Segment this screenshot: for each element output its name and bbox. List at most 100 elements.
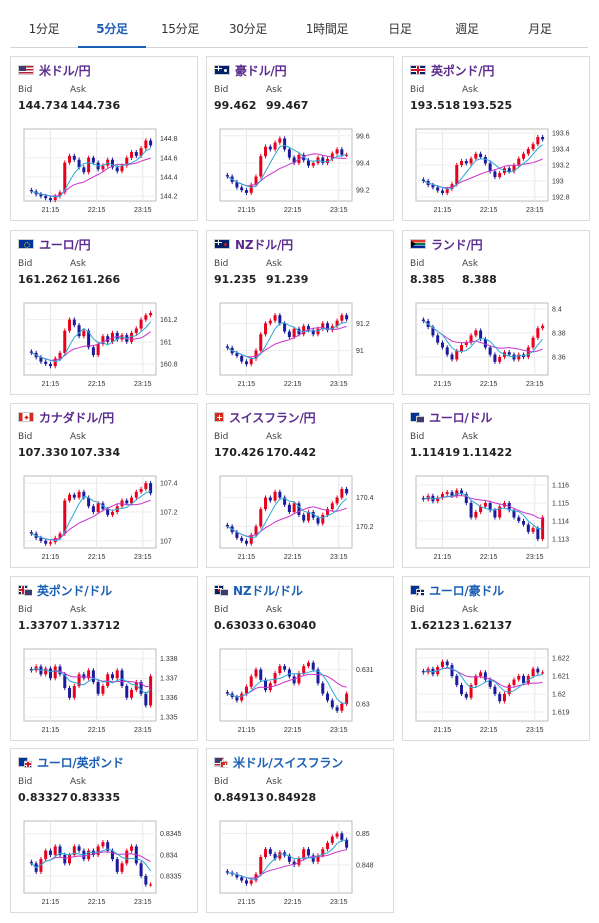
tab-5[interactable]: 日足 [388, 22, 412, 36]
flag-us-icon [416, 415, 424, 423]
candle-body [58, 352, 62, 359]
pair-name-link[interactable]: スイスフラン/円 [229, 410, 316, 425]
rate-card[interactable]: ユーロ/英ポンド Bid Ask 0.83327 0.83335 21:15 22:15 23… [10, 748, 198, 913]
pair-name-link[interactable]: 英ポンド/円 [431, 63, 495, 78]
candle-body [302, 514, 306, 521]
candle-body [130, 497, 134, 504]
pair-name-link[interactable]: 豪ドル/円 [235, 63, 287, 78]
pair-name-link[interactable]: 米ドル/円 [39, 63, 91, 78]
rate-card[interactable]: 豪ドル/円 Bid Ask 99.462 99.467 21:15 22:15 23:15 99… [206, 56, 394, 221]
candlestick-chart[interactable]: 21:15 22:15 23:15 0.85 0.848 [216, 818, 388, 908]
candle-body [72, 155, 76, 160]
rate-card[interactable]: ユーロ/円 Bid Ask 161.262 161.266 21:15 22:15 23:15… [10, 230, 198, 395]
candle-body [483, 672, 487, 680]
rate-card[interactable]: スイスフラン/円 Bid Ask 170.426 170.442 21:15 22:15 23… [206, 403, 394, 568]
candle-body [302, 849, 306, 859]
candle-body [283, 323, 287, 332]
candle-body [311, 855, 315, 862]
candle-body [268, 849, 272, 854]
tab-2[interactable]: 15分足 [160, 22, 200, 36]
candlestick-chart[interactable]: 21:15 22:15 23:15 91.2 91 [216, 300, 388, 390]
candlestick-chart[interactable]: 21:15 22:15 23:15 99.6 99.4 99.2 [216, 126, 388, 216]
x-tick-label: 22:15 [88, 727, 106, 734]
candle-body [58, 533, 62, 538]
candlestick-chart[interactable]: 21:15 22:15 23:15 1.338 1.337 1.336 1.335 [20, 646, 192, 736]
candlestick-chart[interactable]: 21:15 22:15 23:15 144.8 144.6 144.4 144.2 [20, 126, 192, 216]
flag-us-icon [18, 65, 34, 75]
ma-short-line [423, 666, 543, 693]
candle-body [330, 153, 334, 159]
pair-name-link[interactable]: 米ドル/スイスフラン [233, 755, 344, 770]
ask-value: 1.33712 [70, 619, 121, 632]
pair-name-link[interactable]: ユーロ/英ポンド [37, 755, 124, 770]
rate-card[interactable]: ランド/円 Bid Ask 8.385 8.388 21:15 22:15 23:15 8.4 8… [402, 230, 590, 395]
ask-value: 144.736 [70, 99, 121, 112]
candle-body [436, 187, 440, 191]
x-tick-label: 21:15 [238, 207, 256, 214]
rate-card[interactable]: 米ドル/スイスフラン Bid Ask 0.84913 0.84928 21:15 22:15… [206, 748, 394, 913]
pair-name-link[interactable]: ユーロ/円 [39, 237, 91, 252]
bid-value: 144.734 [18, 99, 69, 112]
pair-name-link[interactable]: NZドル/円 [235, 237, 293, 252]
candle-body [134, 491, 138, 498]
candle-body [48, 668, 52, 679]
rate-card[interactable]: NZドル/ドル Bid Ask 0.63033 0.63040 21:15 22:15 23:… [206, 576, 394, 741]
card-header: NZドル/円 [214, 236, 293, 252]
candle-body [68, 854, 72, 864]
candlestick-chart[interactable]: 21:15 22:15 23:15 170.4 170.2 [216, 473, 388, 563]
candle-body [101, 336, 105, 344]
candlestick-chart[interactable]: 21:15 22:15 23:15 107.4 107.2 107 [20, 473, 192, 563]
pair-name-link[interactable]: カナダドル/円 [39, 410, 114, 425]
tab-6[interactable]: 週足 [455, 22, 479, 36]
card-header: 米ドル/スイスフラン [214, 754, 343, 770]
candle-body [335, 149, 339, 154]
rate-card[interactable]: 英ポンド/ドル Bid Ask 1.33707 1.33712 21:15 22:15 23:… [10, 576, 198, 741]
candle-body [58, 666, 62, 675]
x-tick-label: 22:15 [284, 554, 302, 561]
candlestick-chart[interactable]: 21:15 22:15 23:15 193.6 193.4 193.2 193 192.8 [412, 126, 584, 216]
rate-card[interactable]: ユーロ/豪ドル Bid Ask 1.62123 1.62137 21:15 22:15 23:… [402, 576, 590, 741]
candle-body [469, 335, 473, 343]
candlestick-chart[interactable]: 21:15 22:15 23:15 1.622 1.621 1.62 1.619 [412, 646, 584, 736]
bid-label: Bid [410, 432, 425, 442]
rate-card[interactable]: 英ポンド/円 Bid Ask 193.518 193.525 21:15 22:15 23:1… [402, 56, 590, 221]
candlestick-chart[interactable]: 21:15 22:15 23:15 0.8345 0.834 0.8335 [20, 818, 192, 908]
rate-card[interactable]: NZドル/円 Bid Ask 91.235 91.239 21:15 22:15 23:15 9… [206, 230, 394, 395]
pair-name-link[interactable]: 英ポンド/ドル [37, 583, 112, 598]
x-tick-label: 23:15 [526, 554, 544, 561]
candle-body [292, 157, 296, 163]
pair-name-link[interactable]: ランド/円 [431, 237, 483, 252]
x-tick-label: 21:15 [434, 207, 452, 214]
candlestick-chart[interactable]: 21:15 22:15 23:15 161.2 161 160.8 [20, 300, 192, 390]
candle-body [469, 685, 473, 698]
candle-body [541, 137, 545, 140]
candlestick-chart[interactable]: 21:15 22:15 23:15 0.631 0.63 [216, 646, 388, 736]
tab-0[interactable]: 1分足 [28, 22, 60, 36]
tab-4[interactable]: 1時間足 [305, 22, 349, 36]
pair-name-link[interactable]: NZドル/ドル [233, 583, 303, 598]
candlestick-chart[interactable]: 21:15 22:15 23:15 8.4 8.38 8.36 [412, 300, 584, 390]
candle-body [321, 514, 325, 524]
pair-name-link[interactable]: ユーロ/豪ドル [429, 583, 504, 598]
tab-1[interactable]: 5分足 [78, 12, 146, 48]
rate-card[interactable]: 米ドル/円 Bid Ask 144.734 144.736 21:15 22:15 23:15… [10, 56, 198, 221]
ask-value: 1.62137 [462, 619, 513, 632]
pair-name-link[interactable]: ユーロ/ドル [429, 410, 493, 425]
candle-body [440, 190, 444, 193]
tab-7[interactable]: 月足 [528, 22, 552, 36]
candle-body [82, 330, 86, 337]
rate-card[interactable]: ユーロ/ドル Bid Ask 1.11419 1.11422 21:15 22:15 23:1… [402, 403, 590, 568]
candle-body [144, 693, 148, 706]
y-tick-label: 0.85 [356, 831, 370, 838]
candle-body [130, 846, 134, 851]
candle-body [134, 682, 138, 690]
x-tick-label: 23:15 [330, 381, 348, 388]
flag-us-icon [24, 588, 32, 596]
tab-3[interactable]: 30分足 [228, 22, 268, 36]
candle-body [106, 509, 110, 515]
candlestick-chart[interactable]: 21:15 22:15 23:15 1.116 1.115 1.114 1.113 [412, 473, 584, 563]
candle-body [44, 668, 48, 675]
rate-card[interactable]: カナダドル/円 Bid Ask 107.330 107.334 21:15 22:15 23:… [10, 403, 198, 568]
candle-body [254, 350, 258, 359]
bid-label: Bid [18, 777, 33, 787]
